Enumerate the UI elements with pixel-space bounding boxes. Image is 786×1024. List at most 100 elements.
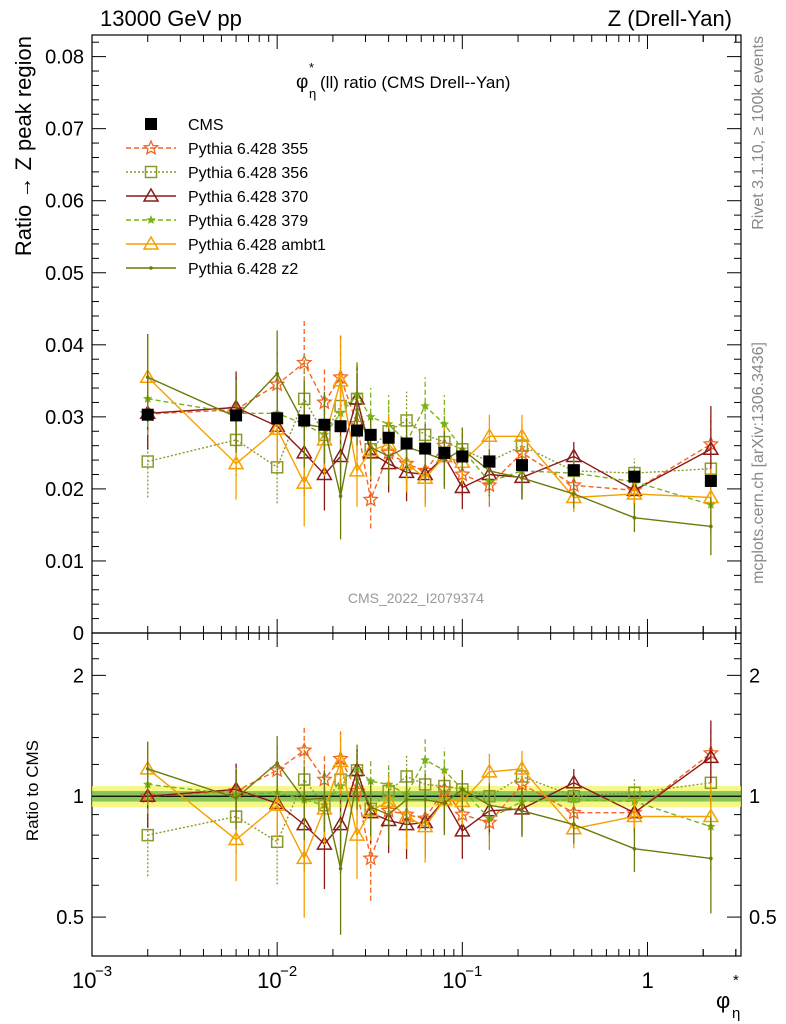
data-point-pythia-6-428-ambt1 (268, 420, 286, 435)
ratio-point-pythia-6-428-z2 (487, 803, 492, 807)
data-point-pythia-6-428-z2 (145, 375, 150, 380)
x-axis-label-sup: * (733, 972, 739, 989)
ratio-point-pythia-6-428-ambt1 (268, 796, 286, 811)
legend-label-cms: CMS (188, 117, 224, 134)
data-point-cms (334, 420, 347, 433)
watermark: CMS_2022_I2079374 (348, 590, 484, 606)
data-point-pythia-6-428-ambt1 (416, 469, 434, 484)
legend-label-pythia-6-428-379: Pythia 6.428 379 (188, 213, 308, 230)
data-point-pythia-6-428-370 (454, 478, 471, 494)
legend-marker-pythia-6-428-z2 (149, 266, 153, 270)
legend-label-pythia-6-428-355: Pythia 6.428 355 (188, 141, 308, 158)
data-point-pythia-6-428-379 (365, 411, 376, 421)
data-point-pythia-6-428-z2 (709, 524, 713, 529)
data-point-pythia-6-428-379 (420, 401, 430, 411)
main-y-tick-label: 0 (73, 623, 84, 645)
ratio-point-pythia-6-428-ambt1 (227, 831, 245, 846)
main-y-tick-label: 0.02 (45, 479, 84, 501)
ratio-y-tick-label: 2 (73, 665, 84, 687)
data-point-pythia-6-428-z2 (460, 447, 465, 452)
data-point-pythia-6-428-ambt1 (295, 474, 313, 489)
mcplots-credit-text: mcplots.cern.ch [arXiv:1306.3436] (750, 342, 767, 584)
x-tick-label-exponent: −3 (95, 963, 112, 980)
legend-marker-pythia-6-428-355 (142, 139, 160, 156)
main-y-tick-label: 0.07 (45, 119, 84, 141)
data-point-pythia-6-428-z2 (632, 515, 637, 520)
data-point-pythia-6-428-370 (316, 466, 333, 481)
ratio-line-pythia-6-428-ambt1 (147, 759, 711, 861)
data-point-pythia-6-428-z2 (571, 492, 576, 496)
ratio-point-pythia-6-428-355 (362, 849, 379, 866)
data-point-cms (400, 437, 413, 450)
ratio-point-pythia-6-428-z2 (338, 866, 343, 871)
legend-label-pythia-6-428-ambt1: Pythia 6.428 ambt1 (188, 237, 326, 254)
x-axis-label-sub: η (732, 1005, 740, 1022)
ratio-point-pythia-6-428-z2 (234, 796, 238, 800)
ratio-point-pythia-6-428-370 (316, 835, 333, 850)
data-point-cms (567, 464, 580, 477)
ratio-point-pythia-6-428-ambt1 (332, 753, 349, 768)
data-point-cms (438, 446, 451, 459)
plot-title-phi: φ (296, 72, 308, 93)
data-point-cms (351, 424, 364, 437)
plot-title-sub: η (309, 86, 316, 101)
x-tick-label: 1 (641, 968, 653, 993)
ratio-point-pythia-6-428-356 (141, 828, 154, 842)
series-line-pythia-6-428-ambt1 (147, 376, 711, 499)
ratio-point-pythia-6-428-z2 (275, 761, 279, 765)
ratio-line-pythia-6-428-355 (147, 749, 712, 861)
legend-marker-pythia-6-428-356 (144, 165, 158, 179)
data-point-cms (419, 442, 432, 455)
data-point-cms (382, 431, 395, 444)
x-tick-label: 10 (257, 968, 281, 993)
ratio-point-pythia-6-428-379 (420, 755, 430, 765)
ratio-point-pythia-6-428-z2 (571, 822, 576, 827)
legend-label-pythia-6-428-z2: Pythia 6.428 z2 (188, 261, 298, 278)
data-point-pythia-6-428-z2 (487, 469, 492, 473)
data-point-cms (298, 414, 311, 427)
data-point-pythia-6-428-z2 (386, 454, 391, 459)
data-point-pythia-6-428-z2 (368, 445, 373, 449)
data-point-cms (141, 408, 154, 421)
main-y-tick-label: 0.08 (45, 47, 84, 69)
ratio-point-pythia-6-428-z2 (404, 797, 409, 802)
data-point-pythia-6-428-356 (141, 455, 154, 468)
data-point-cms (483, 455, 496, 468)
ratio-point-pythia-6-428-379 (365, 776, 376, 786)
ratio-y-tick-label: 0.5 (56, 907, 84, 929)
data-point-pythia-6-428-379 (439, 419, 450, 429)
ratio-point-pythia-6-428-ambt1 (513, 760, 531, 775)
data-point-cms (364, 428, 377, 441)
data-point-cms (628, 470, 641, 483)
ratio-point-pythia-6-428-ambt1 (416, 818, 434, 833)
ratio-point-pythia-6-428-370 (702, 748, 720, 764)
x-tick-label-exponent: −1 (465, 963, 482, 980)
ratio-point-pythia-6-428-379 (439, 765, 450, 775)
x-axis-label-phi: φ (716, 988, 730, 1013)
ratio-y-axis-label: Ratio to CMS (23, 740, 42, 841)
main-y-tick-label: 0.04 (45, 335, 84, 357)
x-tick-label-exponent: −2 (280, 963, 297, 980)
ratio-point-pythia-6-428-370 (454, 822, 471, 837)
ratio-point-pythia-6-428-z2 (386, 812, 391, 817)
data-point-pythia-6-428-ambt1 (348, 462, 366, 477)
legend-marker-pythia-6-428-ambt1 (142, 235, 160, 250)
ratio-point-pythia-6-428-379 (569, 794, 579, 804)
ratio-point-pythia-6-428-z2 (632, 846, 637, 851)
series-line-pythia-6-428-356 (147, 397, 711, 474)
data-point-pythia-6-428-ambt1 (626, 485, 643, 500)
ratio-point-pythia-6-428-ambt1 (481, 763, 498, 778)
main-y-tick-label: 0.06 (45, 191, 84, 213)
ratio-point-pythia-6-428-z2 (322, 796, 327, 800)
plot-title-sup: * (309, 60, 314, 75)
ratio-y-tick-label-right: 1 (749, 786, 760, 808)
ratio-point-pythia-6-428-ambt1 (348, 826, 366, 841)
data-point-cms (704, 474, 717, 487)
ratio-point-pythia-6-428-z2 (423, 797, 427, 802)
data-point-cms (318, 418, 331, 431)
data-point-cms (456, 450, 469, 463)
main-y-axis-label: Ratio → Z peak region (11, 36, 36, 256)
ratio-point-pythia-6-428-z2 (709, 856, 713, 861)
data-point-pythia-6-428-z2 (338, 494, 343, 498)
